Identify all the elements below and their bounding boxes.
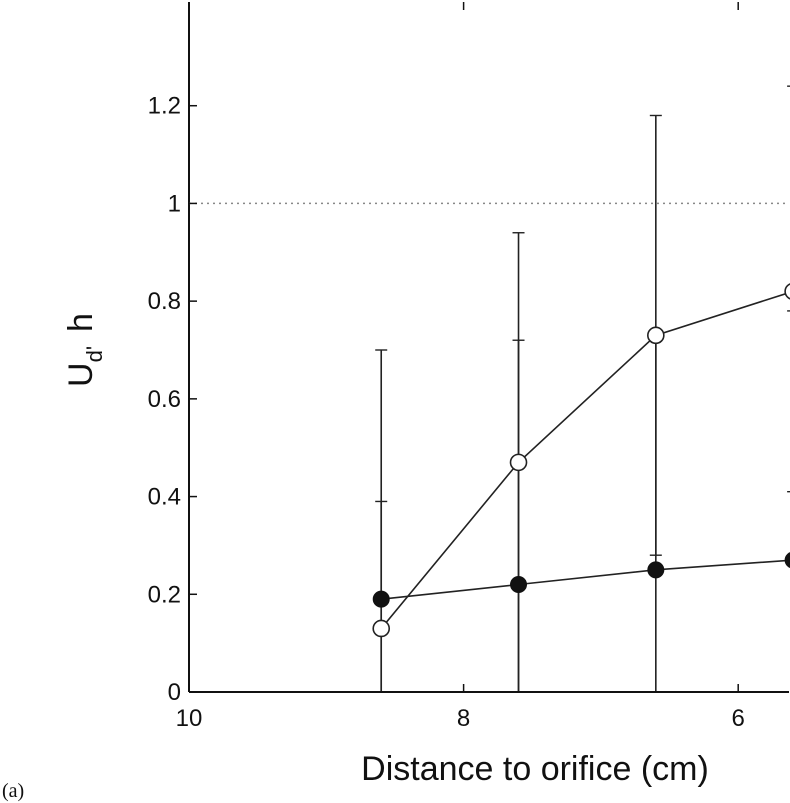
x-tick-label: 6 — [732, 705, 745, 732]
data-point-open — [647, 326, 665, 345]
x-tick-label: 8 — [457, 705, 470, 732]
data-point-open — [509, 453, 528, 472]
panel-label: (a) — [2, 780, 24, 802]
y-tick-label: 1 — [168, 190, 181, 217]
series-lines-layer — [380, 291, 790, 629]
y-tick-label: 0.4 — [148, 484, 181, 511]
axes-layer — [188, 2, 789, 693]
error-bars-layer — [375, 85, 790, 692]
y-tick-label: 0.8 — [148, 288, 181, 315]
data-markers-layer — [372, 283, 790, 638]
x-axis-title: Distance to orifice (cm) — [361, 750, 709, 788]
y-tick-label: 1.2 — [148, 93, 181, 120]
y-axis-title-subscript: d' — [82, 346, 107, 362]
data-point-filled — [510, 576, 528, 594]
x-tick-label: 10 — [176, 705, 203, 732]
data-point-filled — [372, 590, 390, 608]
y-tick-label: 0.2 — [148, 581, 181, 608]
y-axis-title-suffix: h — [62, 313, 100, 332]
svg-text:Ud'h: Ud' h — [62, 313, 107, 387]
y-axis-title: Ud' h — [62, 313, 107, 387]
data-point-filled — [647, 561, 665, 579]
data-point-open — [372, 619, 391, 638]
series-line-filled — [381, 559, 790, 600]
y-axis-title-base: U — [62, 362, 100, 387]
data-point-filled — [784, 552, 790, 568]
series-line-open — [380, 291, 790, 629]
y-tick-label: 0.6 — [148, 386, 181, 413]
y-tick-label: 0 — [168, 679, 181, 706]
data-point-open — [784, 283, 790, 300]
tick-labels-layer: 00.20.40.60.811.2108642 — [148, 93, 745, 732]
